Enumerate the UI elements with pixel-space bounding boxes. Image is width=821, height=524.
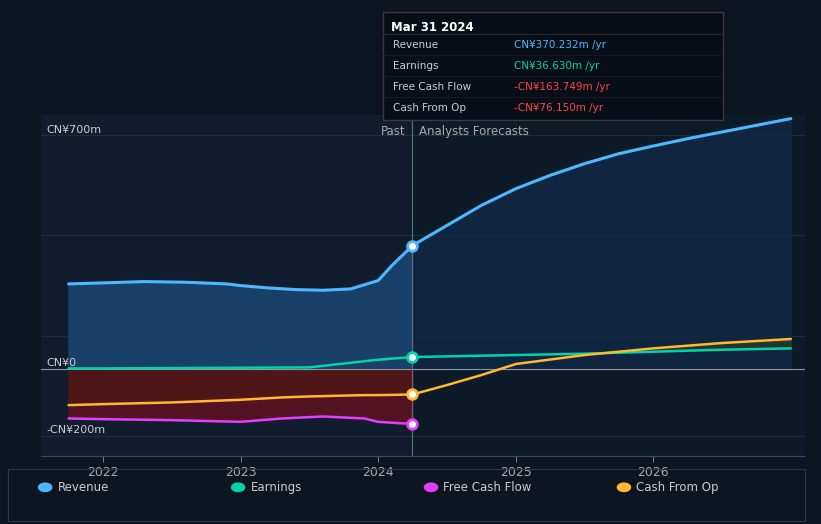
Text: Cash From Op: Cash From Op bbox=[636, 481, 718, 494]
Text: Cash From Op: Cash From Op bbox=[393, 103, 466, 113]
Text: CN¥700m: CN¥700m bbox=[47, 125, 102, 135]
Text: Revenue: Revenue bbox=[57, 481, 109, 494]
Text: Past: Past bbox=[381, 125, 406, 138]
Text: -CN¥163.749m /yr: -CN¥163.749m /yr bbox=[515, 82, 610, 92]
Text: CN¥370.232m /yr: CN¥370.232m /yr bbox=[515, 40, 607, 50]
Text: Revenue: Revenue bbox=[393, 40, 438, 50]
Text: Analysts Forecasts: Analysts Forecasts bbox=[420, 125, 530, 138]
Text: Earnings: Earnings bbox=[250, 481, 302, 494]
Text: CN¥0: CN¥0 bbox=[47, 358, 76, 368]
Text: -CN¥200m: -CN¥200m bbox=[47, 425, 106, 435]
Text: Earnings: Earnings bbox=[393, 61, 438, 71]
Text: Free Cash Flow: Free Cash Flow bbox=[393, 82, 471, 92]
Text: -CN¥76.150m /yr: -CN¥76.150m /yr bbox=[515, 103, 603, 113]
Bar bbox=[41, 115, 412, 456]
Text: Free Cash Flow: Free Cash Flow bbox=[443, 481, 532, 494]
Text: Mar 31 2024: Mar 31 2024 bbox=[392, 21, 474, 35]
Text: CN¥36.630m /yr: CN¥36.630m /yr bbox=[515, 61, 599, 71]
